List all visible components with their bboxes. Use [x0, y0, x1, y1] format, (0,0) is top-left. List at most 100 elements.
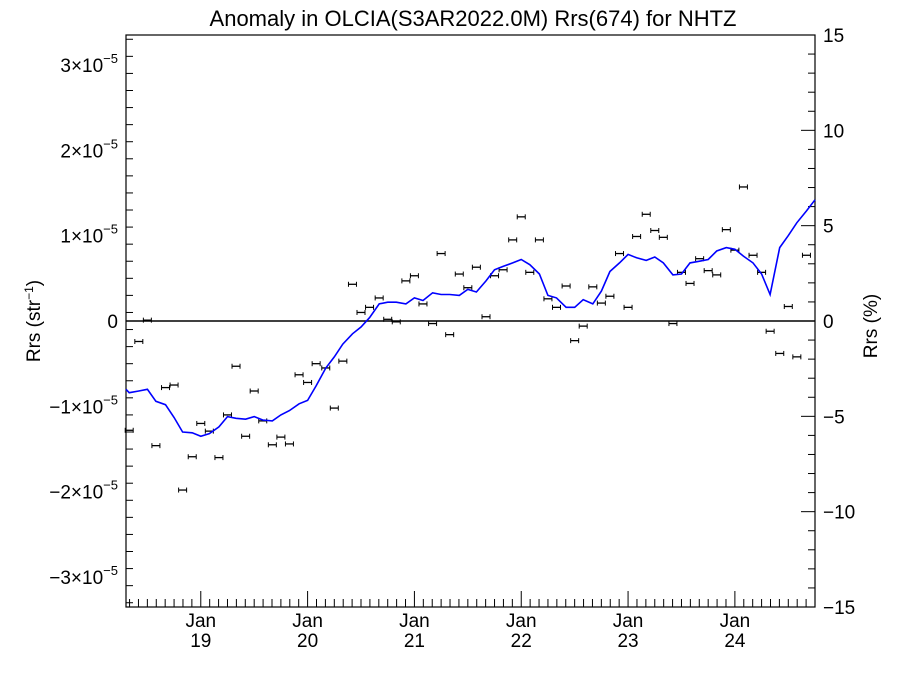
data-point: [365, 304, 375, 310]
data-point: [738, 184, 748, 190]
data-point: [481, 314, 491, 320]
data-point: [409, 273, 419, 279]
data-point: [222, 412, 232, 418]
left-y-axis: 3×10−5 2×10−5 1×10−5 0 −1×10−5 −2×10−5 −3×10−5: [49, 38, 133, 604]
right-y-axis: 15 10 5 0 −5 −10 −15: [801, 26, 855, 619]
anomaly-points: [124, 184, 811, 493]
x-tick-month-label: Jan: [185, 611, 216, 632]
x-tick-month-label: Jan: [292, 611, 323, 632]
data-point: [775, 350, 785, 356]
data-point: [792, 354, 802, 360]
data-point: [134, 338, 144, 344]
data-point: [721, 227, 731, 233]
data-point: [615, 251, 625, 257]
data-point: [383, 316, 393, 322]
data-point: [276, 434, 286, 440]
data-point: [338, 358, 348, 364]
data-point: [463, 285, 473, 291]
data-point: [534, 237, 544, 243]
right-tick-label: −5: [823, 407, 845, 428]
data-point: [525, 269, 535, 275]
data-point: [241, 433, 251, 439]
y-axis-right-title: Rrs (%): [861, 294, 882, 358]
left-tick-label: −3×10−5: [49, 563, 118, 589]
data-point: [231, 363, 241, 369]
smoothed-line: [125, 199, 816, 438]
data-point: [178, 487, 188, 493]
data-point: [169, 382, 179, 388]
x-tick-year-label: 23: [617, 631, 638, 652]
data-point: [436, 251, 446, 257]
data-point: [578, 323, 588, 329]
chart-title: Anomaly in OLCIA(S3AR2022.0M) Rrs(674) f…: [210, 6, 737, 31]
left-tick-label: 2×10−5: [60, 136, 118, 162]
x-tick-year-label: 21: [404, 631, 425, 652]
data-point: [374, 295, 384, 301]
right-tick-label: −10: [823, 503, 855, 524]
data-point: [454, 271, 464, 277]
data-point: [187, 454, 197, 460]
data-point: [303, 379, 313, 385]
data-point: [428, 321, 438, 327]
right-tick-label: 0: [823, 312, 834, 333]
left-tick-label: 0: [107, 312, 118, 333]
data-point: [311, 361, 321, 367]
data-point: [685, 280, 695, 286]
data-point: [471, 264, 481, 270]
series-line: [125, 199, 816, 438]
right-tick-label: 15: [823, 26, 844, 47]
data-point: [516, 214, 526, 220]
data-point: [418, 301, 428, 307]
data-point: [142, 317, 152, 323]
right-tick-label: −15: [823, 598, 855, 619]
x-tick-month-label: Jan: [399, 611, 430, 632]
data-point: [783, 303, 793, 309]
data-point: [249, 388, 259, 394]
x-tick-month-label: Jan: [613, 611, 644, 632]
data-point: [294, 372, 304, 378]
data-point: [623, 304, 633, 310]
y-axis-left-title: Rrs (str−1): [22, 280, 45, 362]
data-point: [712, 272, 722, 278]
data-point: [632, 233, 642, 239]
x-tick-month-label: Jan: [506, 611, 537, 632]
data-point: [561, 283, 571, 289]
data-point: [401, 278, 411, 284]
data-point: [347, 281, 357, 287]
right-tick-label: 10: [823, 121, 844, 142]
data-point: [596, 300, 606, 306]
data-point: [161, 385, 171, 391]
x-tick-year-label: 19: [190, 631, 211, 652]
data-point: [650, 228, 660, 234]
data-point: [124, 427, 134, 433]
data-point: [605, 293, 615, 299]
data-point: [284, 441, 294, 447]
left-tick-label: −2×10−5: [49, 478, 118, 504]
data-point: [356, 309, 366, 315]
data-point: [748, 252, 758, 258]
data-point: [508, 237, 518, 243]
x-tick-month-label: Jan: [720, 611, 751, 632]
x-tick-year-label: 24: [724, 631, 746, 652]
data-point: [703, 268, 713, 274]
data-point: [765, 328, 775, 334]
data-point: [658, 234, 668, 240]
data-point: [757, 269, 767, 275]
data-point: [445, 332, 455, 338]
data-point: [214, 455, 224, 461]
data-point: [329, 405, 339, 411]
data-point: [391, 319, 401, 325]
x-tick-year-label: 22: [511, 631, 532, 652]
data-point: [570, 338, 580, 344]
data-point: [641, 211, 651, 217]
right-tick-label: 5: [823, 217, 834, 238]
left-tick-label: 3×10−5: [60, 51, 118, 77]
data-point: [196, 420, 206, 426]
data-point: [588, 284, 598, 290]
left-tick-label: 1×10−5: [60, 222, 118, 248]
x-tick-year-label: 20: [297, 631, 318, 652]
data-point: [151, 443, 161, 449]
data-point: [551, 304, 561, 310]
data-point: [267, 442, 277, 448]
